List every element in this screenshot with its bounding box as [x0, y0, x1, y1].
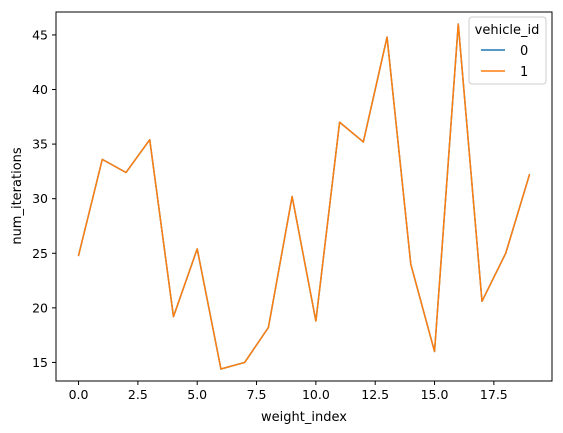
x-tick-label: 12.5 [361, 387, 389, 402]
y-tick-label: 45 [32, 27, 48, 42]
legend-label-series-0: 0 [520, 44, 528, 59]
y-tick-label: 30 [32, 191, 48, 206]
x-tick-label: 5.0 [187, 387, 207, 402]
y-axis-ticks: 15 20 25 30 35 40 45 [32, 27, 56, 370]
legend: vehicle_id 0 1 [468, 16, 547, 85]
x-tick-label: 2.5 [128, 387, 148, 402]
x-axis-ticks: 0.0 2.5 5.0 7.5 10.0 12.5 15.0 17.5 [69, 381, 508, 402]
legend-title: vehicle_id [475, 23, 540, 38]
y-tick-label: 20 [32, 300, 48, 315]
legend-box [468, 16, 547, 85]
x-tick-label: 15.0 [421, 387, 449, 402]
y-tick-label: 40 [32, 82, 48, 97]
y-tick-label: 15 [32, 355, 48, 370]
series-layer [77, 23, 531, 370]
x-tick-label: 17.5 [480, 387, 508, 402]
y-axis-label: num_iterations [10, 147, 25, 245]
plot-frame [55, 11, 553, 382]
y-tick-label: 35 [32, 137, 48, 152]
x-axis-label: weight_index [261, 410, 347, 425]
x-tick-label: 0.0 [69, 387, 89, 402]
legend-label-series-1: 1 [520, 65, 528, 80]
y-tick-label: 25 [32, 246, 48, 261]
x-tick-label: 7.5 [247, 387, 267, 402]
series-line-1 [77, 23, 531, 370]
x-tick-label: 10.0 [302, 387, 330, 402]
axes-layer [55, 11, 553, 382]
